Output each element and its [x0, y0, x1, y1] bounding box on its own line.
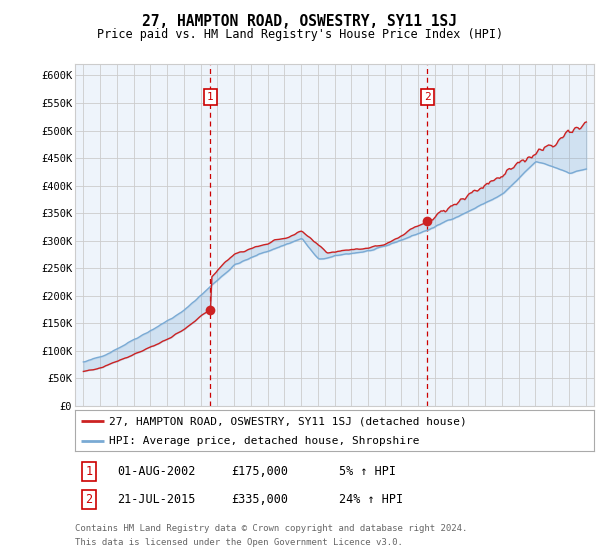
Text: £335,000: £335,000 [231, 493, 288, 506]
Text: Contains HM Land Registry data © Crown copyright and database right 2024.: Contains HM Land Registry data © Crown c… [75, 524, 467, 533]
Text: 27, HAMPTON ROAD, OSWESTRY, SY11 1SJ: 27, HAMPTON ROAD, OSWESTRY, SY11 1SJ [143, 14, 458, 29]
Text: 5% ↑ HPI: 5% ↑ HPI [339, 465, 396, 478]
Text: 1: 1 [207, 92, 214, 102]
Text: Price paid vs. HM Land Registry's House Price Index (HPI): Price paid vs. HM Land Registry's House … [97, 28, 503, 41]
Text: 27, HAMPTON ROAD, OSWESTRY, SY11 1SJ (detached house): 27, HAMPTON ROAD, OSWESTRY, SY11 1SJ (de… [109, 417, 466, 426]
Text: 1: 1 [85, 465, 92, 478]
Text: 2: 2 [424, 92, 431, 102]
Text: 2: 2 [85, 493, 92, 506]
Text: 21-JUL-2015: 21-JUL-2015 [117, 493, 196, 506]
Text: HPI: Average price, detached house, Shropshire: HPI: Average price, detached house, Shro… [109, 436, 419, 446]
Text: £175,000: £175,000 [231, 465, 288, 478]
Text: This data is licensed under the Open Government Licence v3.0.: This data is licensed under the Open Gov… [75, 538, 403, 547]
Text: 01-AUG-2002: 01-AUG-2002 [117, 465, 196, 478]
Text: 24% ↑ HPI: 24% ↑ HPI [339, 493, 403, 506]
